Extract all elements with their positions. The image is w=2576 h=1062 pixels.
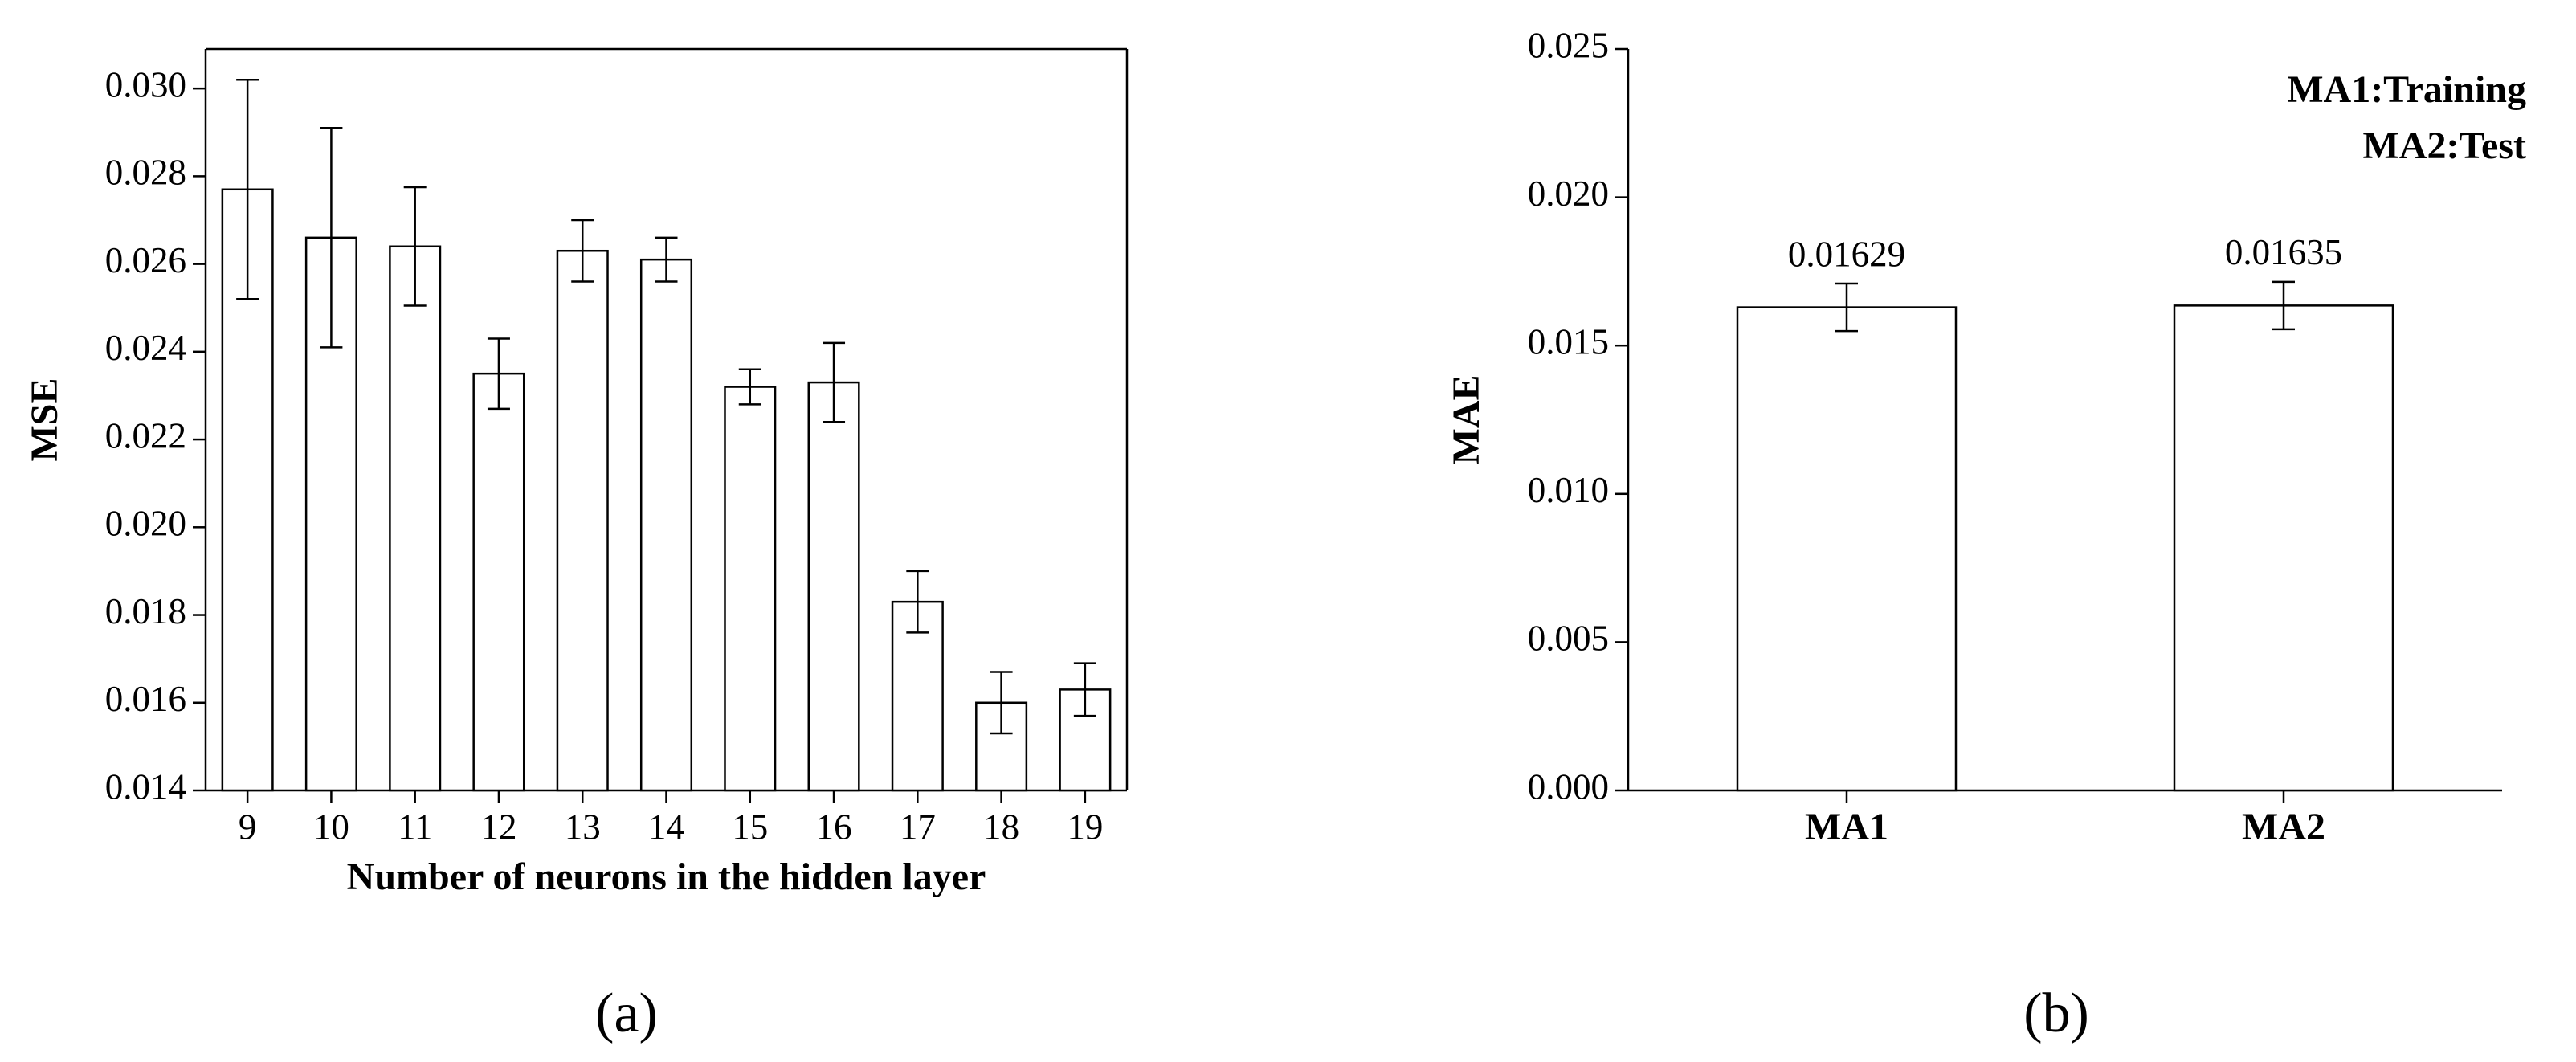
error-bar [823, 341, 846, 423]
annotation: MA2:Test [2362, 125, 2526, 167]
y-tick-label: 0.026 [105, 240, 186, 280]
error-bar [571, 219, 594, 283]
y-axis-label: MSE [23, 378, 66, 461]
x-tick-label: 18 [983, 807, 1019, 847]
error-bar [1073, 662, 1096, 717]
x-tick-label: 9 [239, 807, 257, 847]
value-label: 0.01635 [2225, 232, 2342, 272]
x-tick-label: 17 [900, 807, 936, 847]
y-tick-label: 0.015 [1528, 322, 1609, 362]
x-tick-label: 16 [816, 807, 852, 847]
y-tick-label: 0.014 [105, 766, 186, 807]
error-bar [320, 127, 343, 349]
annotation: MA1:Training [2287, 68, 2526, 111]
y-tick-label: 0.005 [1528, 619, 1609, 659]
value-label: 0.01629 [1788, 234, 1905, 274]
bar [639, 258, 693, 792]
x-tick-label: 11 [398, 807, 432, 847]
y-tick-label: 0.025 [1528, 25, 1609, 65]
caption: (a) [595, 982, 658, 1044]
error-bar [403, 186, 427, 307]
y-tick-label: 0.030 [105, 64, 186, 104]
bar [724, 386, 777, 792]
x-tick-label: 14 [648, 807, 684, 847]
x-tick-label: MA1 [1805, 806, 1888, 848]
x-tick-label: 12 [480, 807, 516, 847]
bar [556, 249, 609, 792]
y-axis-label: MAE [1445, 375, 1488, 465]
y-tick-label: 0.010 [1528, 470, 1609, 510]
y-tick-label: 0.022 [105, 415, 186, 455]
caption: (b) [2023, 982, 2089, 1044]
y-tick-label: 0.000 [1528, 766, 1609, 807]
bar [1736, 306, 1958, 792]
x-axis-label: Number of neurons in the hidden layer [347, 856, 986, 898]
error-bar [487, 337, 510, 411]
y-tick-label: 0.028 [105, 153, 186, 193]
bar [807, 381, 860, 792]
x-tick-label: 15 [732, 807, 768, 847]
error-bar [236, 78, 259, 300]
y-tick-label: 0.024 [105, 328, 186, 368]
error-bar [738, 368, 761, 406]
bar [2173, 304, 2394, 792]
x-tick-label: 13 [565, 807, 601, 847]
error-bar [1835, 282, 1858, 333]
y-tick-label: 0.020 [105, 504, 186, 544]
error-bar [906, 570, 929, 634]
error-bar [655, 236, 678, 283]
x-tick-label: MA2 [2242, 806, 2325, 848]
y-tick-label: 0.016 [105, 679, 186, 719]
error-bar [2272, 280, 2295, 331]
y-tick-label: 0.020 [1528, 174, 1609, 214]
error-bar [990, 671, 1013, 735]
x-tick-label: 19 [1067, 807, 1103, 847]
bar [389, 245, 442, 792]
y-tick-label: 0.018 [105, 591, 186, 631]
bar [472, 372, 525, 792]
x-tick-label: 10 [313, 807, 349, 847]
